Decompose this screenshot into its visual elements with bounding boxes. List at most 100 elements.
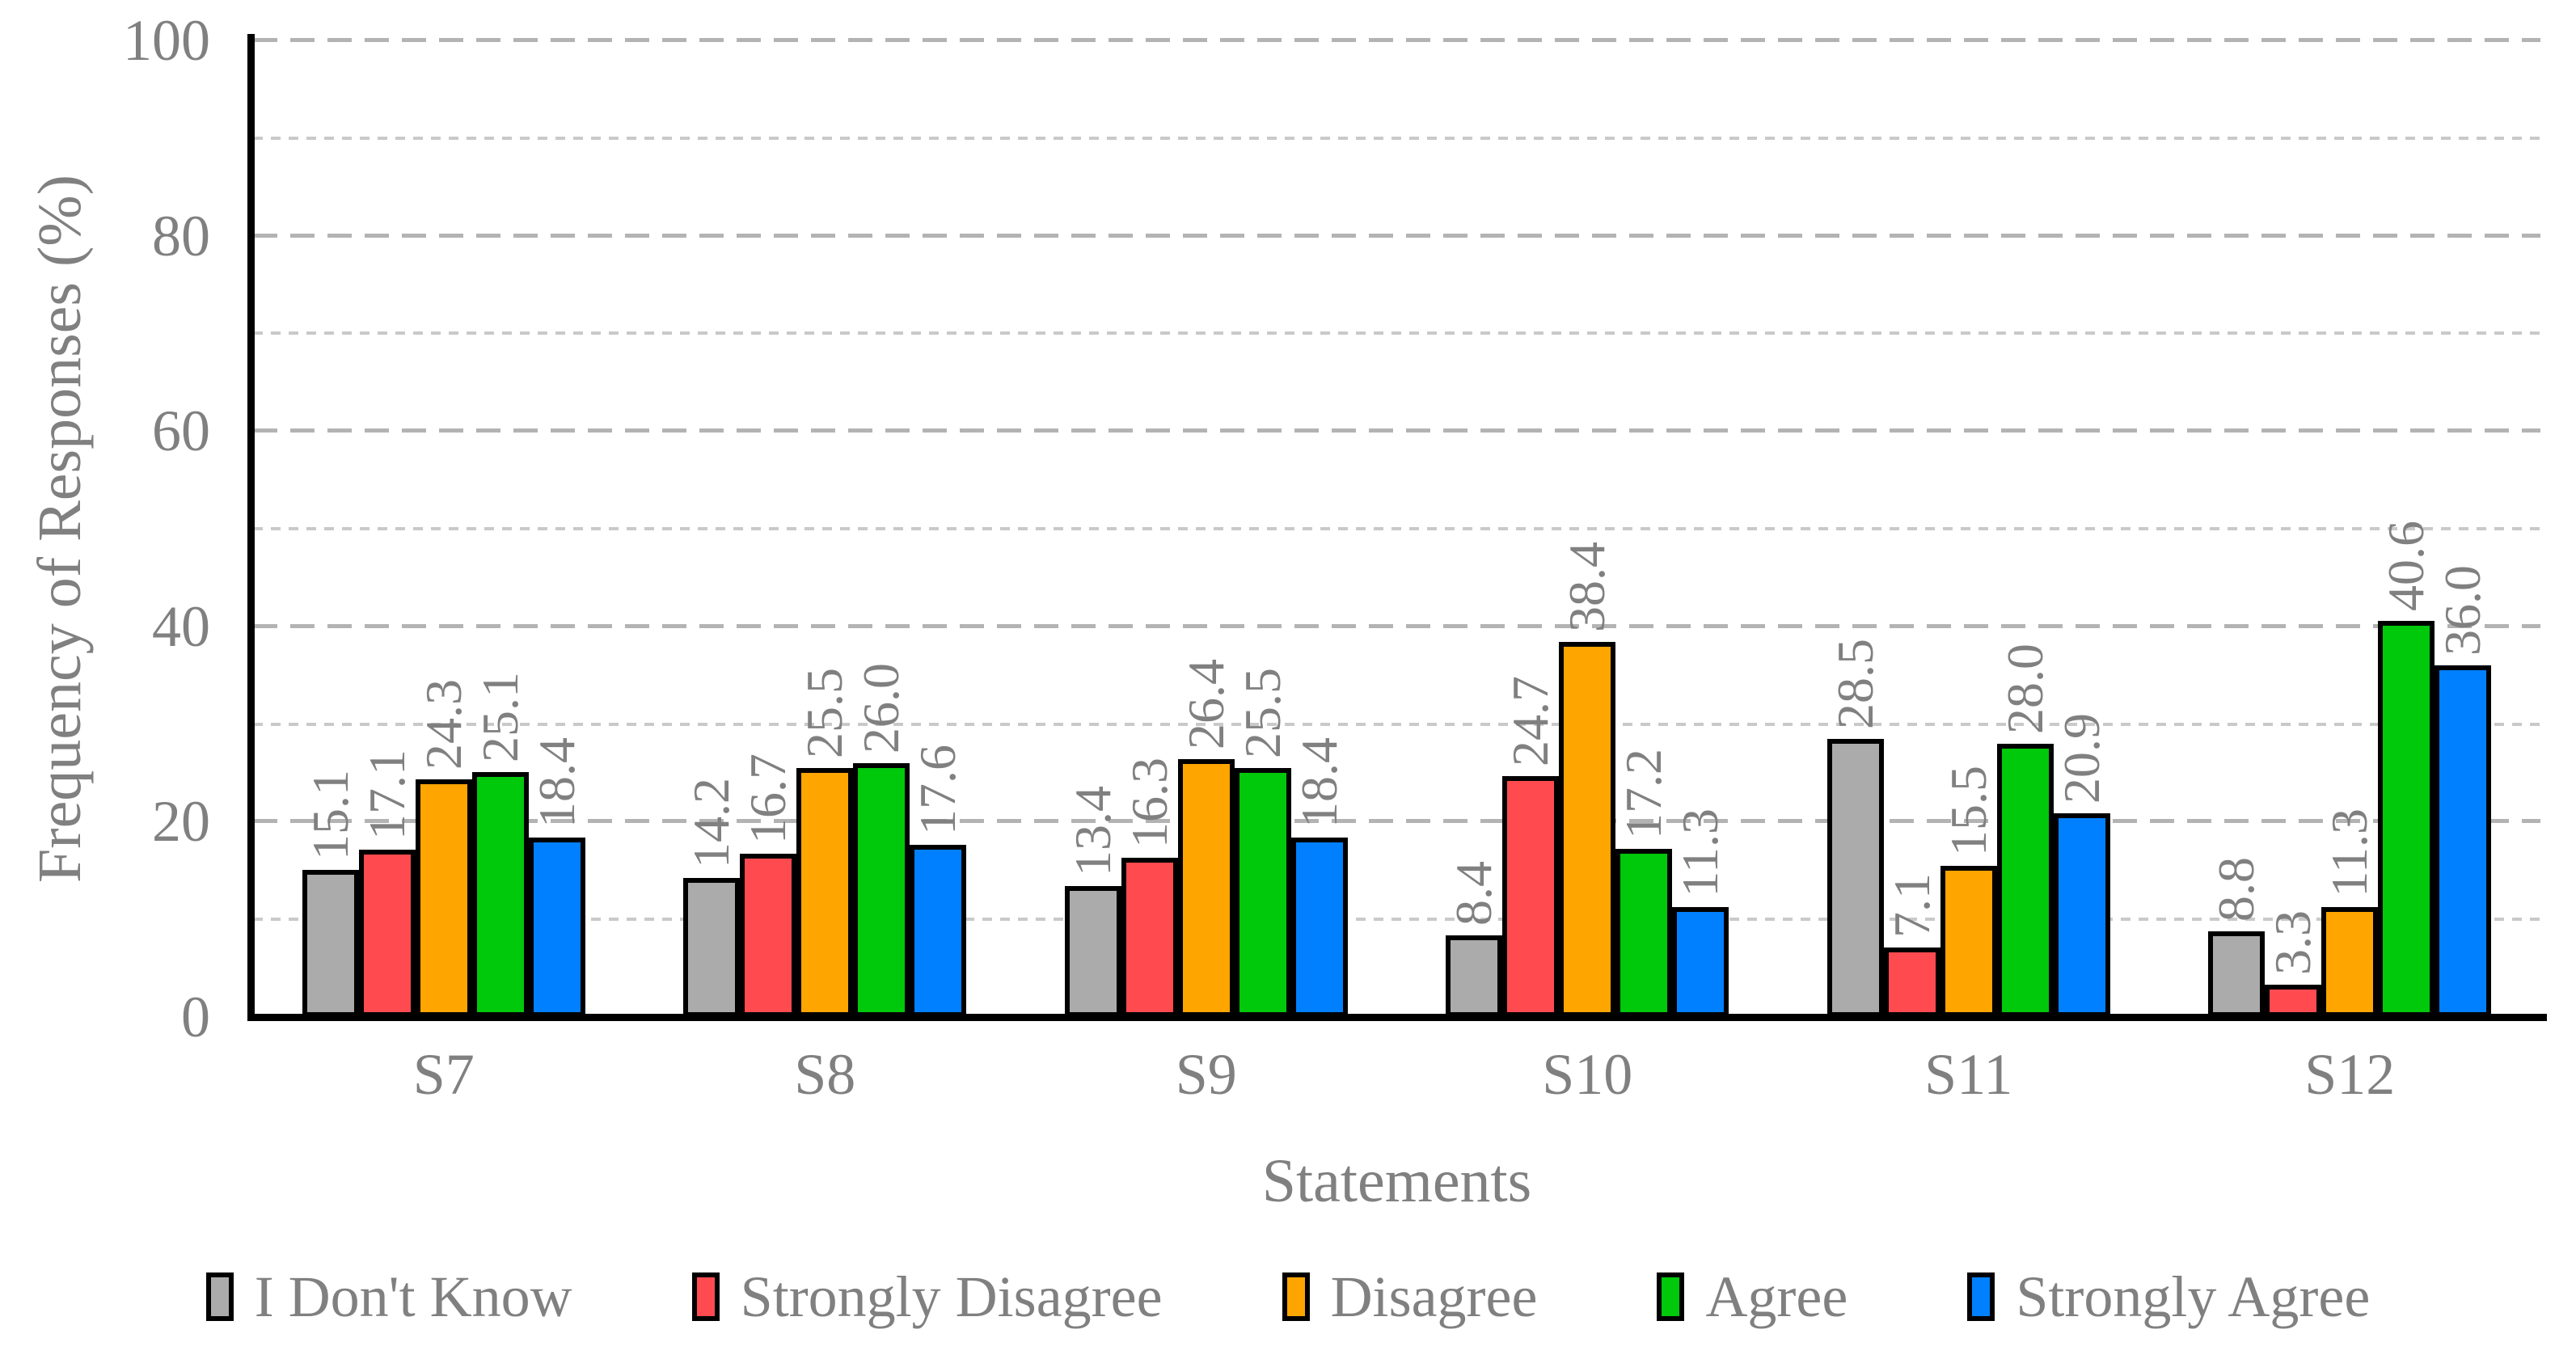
legend-swatch-i-don-t-know xyxy=(205,1272,234,1321)
barwrap-s8-agree: 26.0 xyxy=(852,40,910,1017)
bar-value-label-s9-strongly-disagree: 16.3 xyxy=(1120,758,1178,849)
chart-legend: I Don't Know Strongly Disagree Disagree Agr… xyxy=(0,1263,2576,1331)
barwrap-s11-disagree: 15.5 xyxy=(1940,40,1997,1017)
minor-gridline-50 xyxy=(253,527,2540,530)
legend-label-i-don-t-know: I Don't Know xyxy=(254,1264,572,1329)
bar-value-label-s10-strongly-agree: 11.3 xyxy=(1671,808,1729,897)
bar-s7-agree xyxy=(471,771,529,1017)
y-tick-label-60: 60 xyxy=(152,399,210,464)
barwrap-s9-agree: 25.5 xyxy=(1233,40,1291,1017)
minor-gridline-90 xyxy=(253,136,2540,140)
bar-value-label-s12-i-don-t-know: 8.8 xyxy=(2207,856,2266,922)
bar-value-label-s11-disagree: 15.5 xyxy=(1939,765,1997,856)
bar-value-label-s11-agree: 28.0 xyxy=(1995,643,2054,734)
barwrap-s12-i-don-t-know: 8.8 xyxy=(2207,40,2266,1017)
bar-group-s11: 28.5 7.1 15.5 28.0 20.9 xyxy=(1778,40,2160,1017)
barwrap-s9-strongly-agree: 18.4 xyxy=(1290,40,1348,1017)
bar-value-label-s8-i-don-t-know: 14.2 xyxy=(682,778,741,869)
bar-value-label-s7-disagree: 24.3 xyxy=(414,679,472,770)
barwrap-s10-i-don-t-know: 8.4 xyxy=(1445,40,1503,1017)
major-gridline-40 xyxy=(253,623,2540,628)
y-axis-line xyxy=(247,34,255,1021)
barwrap-s12-strongly-agree: 36.0 xyxy=(2434,40,2492,1017)
bar-value-label-s9-agree: 25.5 xyxy=(1233,667,1291,758)
bar-value-label-s12-disagree: 11.3 xyxy=(2321,808,2379,897)
bar-s7-strongly-agree xyxy=(528,837,585,1017)
barwrap-s7-strongly-agree: 18.4 xyxy=(528,40,585,1017)
x-category-label-s12: S12 xyxy=(2304,1042,2396,1107)
barwrap-s8-disagree: 25.5 xyxy=(796,40,854,1017)
barwrap-s12-disagree: 11.3 xyxy=(2321,40,2379,1017)
plot-area: 15.1 17.1 24.3 25.1 18.4 14.2 16.7 25.5 26.0 17.6… xyxy=(253,38,2541,1017)
major-gridline-80 xyxy=(253,233,2540,238)
bar-s8-agree xyxy=(853,762,910,1017)
minor-gridline-70 xyxy=(253,331,2540,336)
x-axis-category-labels: S7 S8 S9 S10 S11 S12 xyxy=(253,1038,2540,1111)
bar-value-label-s7-agree: 25.1 xyxy=(471,671,529,762)
bar-s11-agree xyxy=(1996,743,2054,1017)
bar-value-label-s10-strongly-disagree: 24.7 xyxy=(1501,675,1560,766)
legend-swatch-strongly-agree xyxy=(1967,1272,1995,1321)
x-axis-title: Statements xyxy=(1261,1147,1532,1215)
barwrap-s8-i-don-t-know: 14.2 xyxy=(682,40,741,1017)
y-tick-label-0: 0 xyxy=(181,985,210,1049)
barwrap-s7-i-don-t-know: 15.1 xyxy=(302,40,359,1017)
bar-value-label-s11-strongly-disagree: 7.1 xyxy=(1882,873,1940,939)
legend-label-strongly-disagree: Strongly Disagree xyxy=(740,1264,1163,1329)
legend-swatch-disagree xyxy=(1282,1272,1310,1321)
x-category-label-s7: S7 xyxy=(412,1042,475,1107)
bar-s11-strongly-disagree xyxy=(1883,948,1940,1017)
bar-s11-strongly-agree xyxy=(2053,812,2110,1017)
major-gridline-60 xyxy=(253,428,2540,433)
bar-s12-strongly-disagree xyxy=(2265,985,2322,1017)
minor-gridline-10 xyxy=(253,918,2540,922)
bar-s12-i-don-t-know xyxy=(2208,931,2266,1017)
bar-value-label-s9-strongly-agree: 18.4 xyxy=(1290,736,1348,828)
bar-s7-i-don-t-know xyxy=(302,869,359,1017)
bar-value-label-s11-strongly-agree: 20.9 xyxy=(2052,712,2110,804)
y-tick-label-20: 20 xyxy=(152,789,210,855)
barwrap-s12-strongly-disagree: 3.3 xyxy=(2264,40,2322,1017)
bar-value-label-s9-i-don-t-know: 13.4 xyxy=(1063,786,1121,877)
bar-group-s12: 8.8 3.3 11.3 40.6 36.0 xyxy=(2160,40,2541,1017)
bar-s12-disagree xyxy=(2321,906,2379,1017)
y-tick-label-100: 100 xyxy=(123,8,210,73)
legend-label-agree: Agree xyxy=(1705,1264,1848,1329)
bar-group-s9: 13.4 16.3 26.4 25.5 18.4 xyxy=(1016,40,1397,1017)
y-tick-label-40: 40 xyxy=(152,593,210,659)
bar-value-label-s8-strongly-agree: 17.6 xyxy=(909,745,967,836)
bar-s9-agree xyxy=(1234,767,1291,1017)
legend-item-agree: Agree xyxy=(1657,1263,1848,1331)
legend-item-i-don-t-know: I Don't Know xyxy=(205,1263,572,1331)
bar-s8-i-don-t-know xyxy=(683,878,741,1017)
bar-s9-strongly-agree xyxy=(1290,837,1348,1017)
bar-s10-i-don-t-know xyxy=(1446,935,1503,1017)
major-gridline-100 xyxy=(253,38,2540,42)
y-tick-label-80: 80 xyxy=(152,203,210,268)
y-axis-tick-labels: 0 20 40 60 80 100 xyxy=(0,8,228,1049)
legend-swatch-agree xyxy=(1657,1272,1685,1321)
bar-s9-strongly-disagree xyxy=(1121,858,1178,1017)
barwrap-s8-strongly-agree: 17.6 xyxy=(909,40,967,1017)
bar-s8-strongly-disagree xyxy=(740,854,797,1017)
barwrap-s10-strongly-disagree: 24.7 xyxy=(1501,40,1560,1017)
bar-value-label-s10-agree: 17.2 xyxy=(1615,749,1673,840)
bar-s10-strongly-disagree xyxy=(1502,775,1560,1017)
barwrap-s10-disagree: 38.4 xyxy=(1558,40,1616,1017)
barwrap-s9-disagree: 26.4 xyxy=(1177,40,1235,1017)
minor-gridline-30 xyxy=(253,722,2540,726)
barwrap-s8-strongly-disagree: 16.7 xyxy=(739,40,797,1017)
barwrap-s10-agree: 17.2 xyxy=(1615,40,1673,1017)
barwrap-s11-agree: 28.0 xyxy=(1995,40,2054,1017)
bar-group-s8: 14.2 16.7 25.5 26.0 17.6 xyxy=(635,40,1016,1017)
barwrap-s10-strongly-agree: 11.3 xyxy=(1671,40,1729,1017)
bar-value-label-s7-strongly-disagree: 17.1 xyxy=(357,749,416,841)
barwrap-s9-strongly-disagree: 16.3 xyxy=(1121,40,1178,1017)
bar-value-label-s7-i-don-t-know: 15.1 xyxy=(301,769,359,860)
bar-value-label-s8-agree: 26.0 xyxy=(852,662,910,753)
bar-s8-strongly-agree xyxy=(910,845,967,1017)
barwrap-s9-i-don-t-know: 13.4 xyxy=(1063,40,1121,1017)
bar-value-label-s8-strongly-disagree: 16.7 xyxy=(739,753,797,845)
barwrap-s11-strongly-disagree: 7.1 xyxy=(1882,40,1940,1017)
